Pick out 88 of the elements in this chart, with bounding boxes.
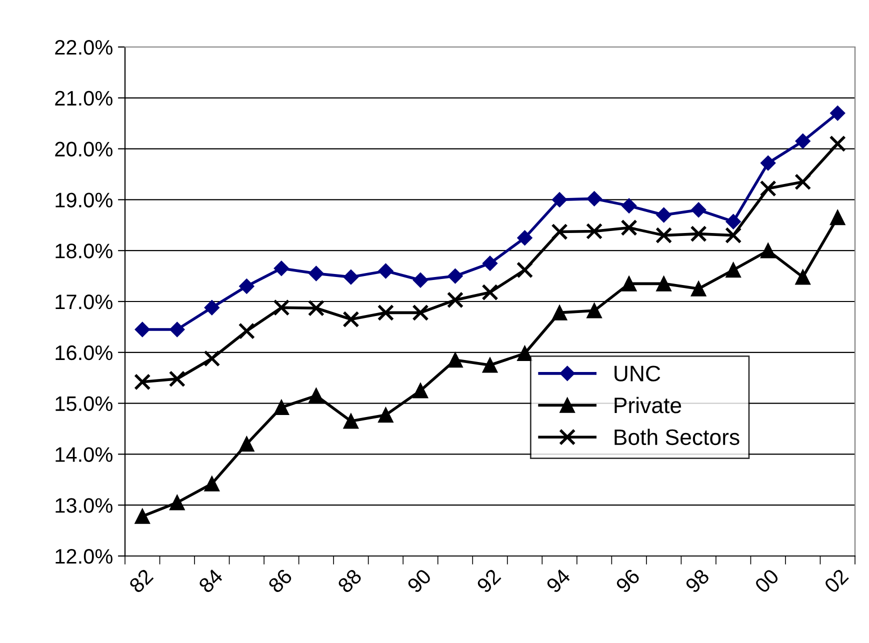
- point: [516, 262, 534, 278]
- x-tick-label: 82: [128, 568, 154, 594]
- point: [794, 174, 812, 190]
- point: [830, 210, 846, 226]
- point: [170, 494, 185, 510]
- point: [586, 191, 602, 206]
- point: [412, 304, 429, 322]
- point: [621, 198, 637, 214]
- point: [274, 400, 290, 416]
- point: [168, 370, 186, 388]
- y-tick-label: 14.0%: [56, 447, 112, 462]
- y-tick-label: 20.0%: [55, 142, 112, 157]
- point: [308, 388, 324, 404]
- point: [308, 266, 324, 282]
- point: [690, 225, 707, 242]
- point: [795, 134, 810, 149]
- point: [690, 281, 706, 296]
- y-tick-label: 12.0%: [56, 549, 112, 564]
- point: [448, 268, 463, 284]
- point: [795, 269, 810, 285]
- y-tick-label: 15.0%: [56, 396, 112, 412]
- point: [517, 346, 532, 362]
- point: [273, 299, 290, 316]
- point: [655, 226, 672, 244]
- y-tick-label: 21.0%: [55, 90, 112, 106]
- point: [274, 260, 289, 276]
- point: [760, 155, 776, 171]
- point: [378, 263, 394, 279]
- y-tick-label: 19.0%: [56, 192, 112, 208]
- point: [656, 207, 672, 223]
- y-tick-label: 18.0%: [56, 244, 112, 258]
- point: [482, 256, 498, 271]
- point: [134, 322, 150, 338]
- x-tick-label: 92: [476, 568, 502, 594]
- x-tick-label: 96: [615, 568, 641, 594]
- x-tick-label: 90: [406, 568, 432, 594]
- point: [691, 202, 706, 218]
- point: [204, 300, 220, 316]
- point: [343, 413, 359, 429]
- legend-label: UNC: [614, 366, 660, 382]
- point: [621, 276, 637, 292]
- point: [204, 476, 220, 492]
- y-tick-label: 13.0%: [56, 498, 112, 513]
- legend-label: Private: [614, 396, 682, 414]
- point: [760, 180, 776, 197]
- legend-label: Both Sectors: [614, 428, 740, 446]
- point: [170, 322, 185, 338]
- point: [239, 278, 254, 294]
- x-tick-label: 84: [198, 568, 224, 594]
- x-tick-label: 86: [267, 568, 293, 594]
- point: [378, 407, 394, 423]
- point: [552, 192, 568, 208]
- x-tick-label: 98: [684, 568, 710, 594]
- point: [551, 223, 568, 240]
- point: [239, 436, 254, 452]
- point: [482, 284, 498, 301]
- x-tick-label: 94: [546, 568, 572, 594]
- point: [829, 135, 846, 152]
- point: [412, 382, 428, 398]
- point: [552, 305, 568, 320]
- point: [238, 322, 255, 340]
- point: [412, 272, 428, 288]
- point: [482, 357, 498, 373]
- point: [134, 508, 150, 524]
- point: [377, 304, 394, 322]
- x-tick-label: 88: [336, 568, 362, 594]
- x-tick-label: 00: [754, 568, 780, 594]
- point: [342, 310, 360, 328]
- point: [586, 303, 602, 318]
- point: [517, 230, 532, 246]
- point: [620, 219, 638, 236]
- y-tick-label: 22.0%: [55, 40, 112, 55]
- point: [760, 242, 776, 258]
- point: [134, 374, 151, 390]
- point: [726, 262, 741, 278]
- x-tick-label: 02: [824, 568, 850, 594]
- point: [725, 226, 742, 244]
- point: [446, 292, 464, 308]
- point: [656, 276, 672, 292]
- point: [448, 352, 463, 368]
- point: [586, 222, 603, 240]
- point: [830, 106, 846, 121]
- point: [343, 270, 359, 285]
- y-tick-label: 16.0%: [56, 345, 112, 360]
- point: [308, 300, 325, 316]
- point: [204, 350, 220, 367]
- point: [726, 214, 741, 230]
- y-tick-label: 17.0%: [56, 294, 112, 310]
